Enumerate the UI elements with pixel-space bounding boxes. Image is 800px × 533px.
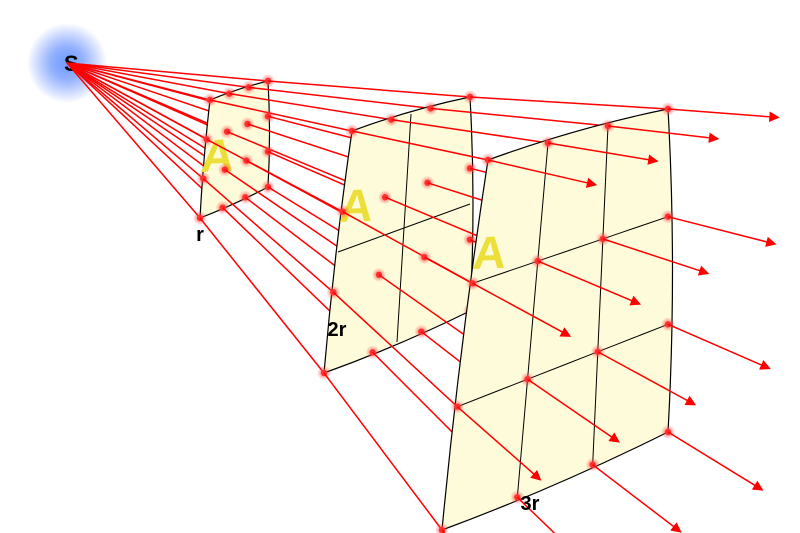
distance-label-3r: 3r [521, 493, 540, 515]
distance-label-r: r [196, 224, 204, 246]
distance-label-2r: 2r [328, 319, 347, 341]
inverse-square-diagram: SAAAr2r3r [0, 0, 800, 533]
plane-3r: A [442, 109, 673, 530]
area-letter-3r: A [471, 226, 508, 279]
